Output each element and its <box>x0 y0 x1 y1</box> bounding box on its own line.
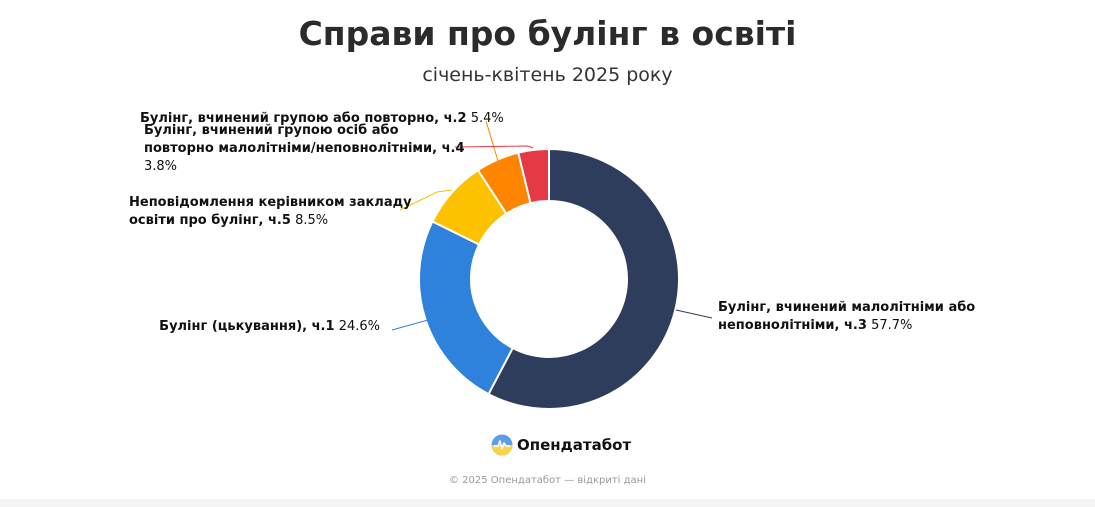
opendatabot-logo-icon <box>491 434 513 456</box>
slice-ch5-leader-line <box>399 189 453 211</box>
slice-ch1 <box>418 220 515 396</box>
footer-copyright: © 2025 Опендатабот — відкриті дані <box>449 475 646 486</box>
slice-label-ch1: Булінг (цькування), ч.1 24.6% <box>159 319 380 334</box>
slice-label-ch5: Неповідомлення керівником закладу освіти… <box>129 195 412 228</box>
slice-ch3 <box>487 147 680 410</box>
chart-subtitle: січень-квітень 2025 року <box>422 64 673 86</box>
slice-ch2-leader-line <box>485 120 499 162</box>
chart-title: Справи про булінг в освіті <box>298 14 797 53</box>
slice-label-ch4: Булінг, вчинений групою осіб або повторн… <box>144 123 465 174</box>
slice-label-ch2: Булінг, вчинений групою або повторно, ч.… <box>140 111 504 126</box>
slice-ch4-leader-line <box>454 145 534 149</box>
slice-label-ch3: Булінг, вчинений малолітніми або неповно… <box>718 300 976 333</box>
slice-ch1-leader-line <box>391 319 429 331</box>
brand-name: Опендатабот <box>517 436 632 454</box>
bottom-bar <box>0 499 1095 507</box>
brand-logo: Опендатабот <box>491 433 631 457</box>
slice-ch3-leader-line <box>675 309 713 319</box>
slice-ch4 <box>517 147 550 205</box>
